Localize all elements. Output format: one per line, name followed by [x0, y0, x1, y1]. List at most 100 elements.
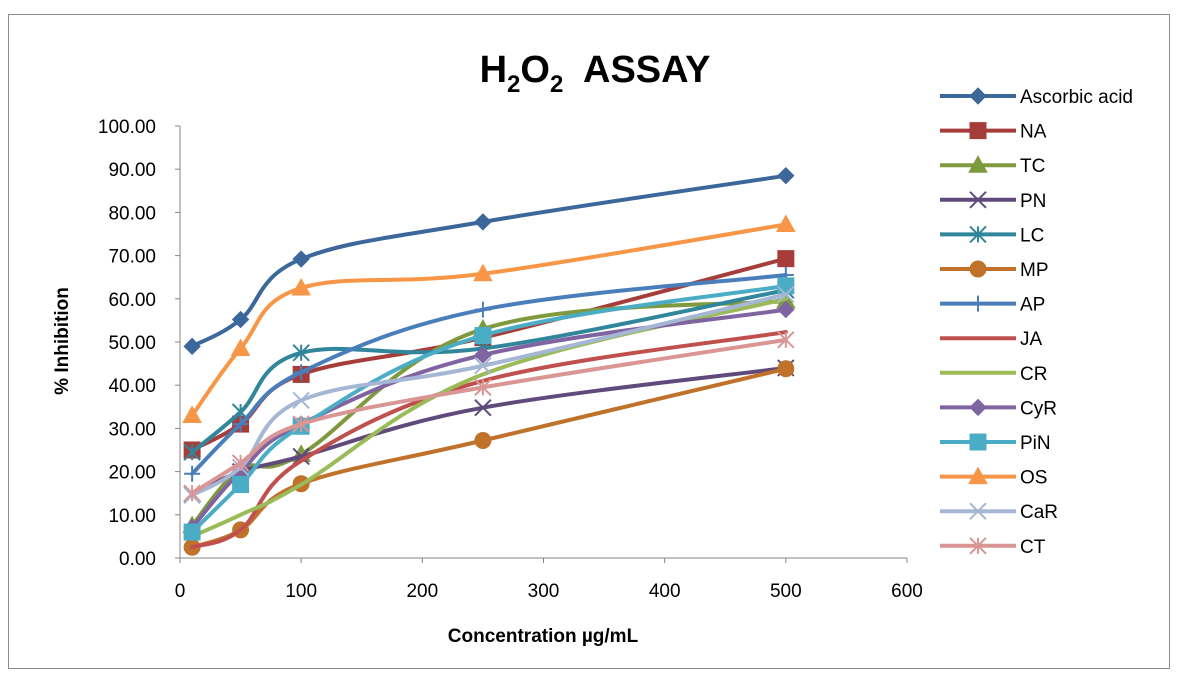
legend-label: JA	[1020, 329, 1043, 350]
y-tick-label: 30.00	[108, 419, 156, 440]
data-point	[474, 301, 491, 318]
legend-item: CR	[940, 364, 1047, 385]
legend-label: CR	[1020, 364, 1047, 385]
legend-marker	[969, 398, 987, 417]
legend-marker	[969, 87, 987, 105]
series-ap	[184, 267, 794, 482]
legend-marker	[969, 122, 987, 140]
legend-item: CaR	[940, 502, 1058, 523]
data-point	[232, 416, 249, 433]
data-point	[183, 337, 201, 356]
data-point	[183, 484, 201, 502]
legend-label: PN	[1020, 191, 1046, 212]
data-point	[777, 166, 795, 185]
x-tick-label: 500	[770, 581, 802, 602]
legend-marker	[968, 155, 988, 173]
legend-item: CyR	[940, 398, 1057, 419]
title-sub-2: 2	[550, 71, 563, 98]
data-point	[777, 300, 795, 319]
data-point	[473, 263, 493, 282]
y-tick-label: 40.00	[108, 376, 156, 397]
legend-marker	[969, 260, 987, 278]
data-point	[777, 285, 795, 304]
series-os	[182, 214, 796, 423]
data-point	[292, 344, 310, 362]
x-tick-label: 0	[175, 581, 186, 602]
data-point	[230, 338, 251, 356]
legend-marker	[969, 537, 987, 555]
legend-label: MP	[1020, 260, 1049, 281]
legend-item: PiN	[940, 433, 1051, 454]
legend: Ascorbic acid NA TC PN LC MP AP JA CR CyR PiN OS CaR…	[940, 87, 1133, 558]
y-tick-label: 50.00	[108, 333, 156, 354]
legend-item: JA	[940, 329, 1043, 350]
legend-label: CT	[1020, 537, 1046, 558]
y-tick-label: 80.00	[108, 203, 156, 224]
x-tick-label: 100	[285, 581, 317, 602]
y-tick-label: 100.00	[98, 117, 156, 138]
legend-label: CyR	[1020, 398, 1057, 419]
title-sub-1: 2	[507, 71, 520, 98]
x-tick-label: 300	[528, 581, 560, 602]
legend-marker	[968, 466, 988, 485]
legend-label: NA	[1020, 122, 1047, 143]
data-point	[474, 213, 492, 231]
legend-label: PiN	[1020, 433, 1051, 454]
data-point	[293, 364, 310, 381]
x-tick-label: 200	[406, 581, 438, 602]
data-point	[292, 391, 310, 410]
series-line	[190, 366, 788, 550]
legend-item: TC	[940, 155, 1045, 177]
series-line	[190, 273, 788, 476]
data-point	[474, 431, 492, 449]
y-tick-label: 90.00	[108, 160, 156, 181]
data-point	[183, 443, 201, 461]
y-tick-label: 60.00	[108, 290, 156, 311]
legend-label: TC	[1020, 156, 1045, 177]
y-tick-label: 70.00	[108, 247, 156, 268]
data-point	[777, 250, 795, 268]
data-point	[474, 357, 492, 375]
data-point	[474, 346, 492, 364]
data-point	[474, 378, 492, 397]
title-h: H	[480, 49, 507, 91]
series-ascorbic-acid	[183, 166, 795, 356]
series-mp	[183, 360, 795, 556]
series-pin	[183, 277, 795, 541]
y-tick-label: 0.00	[119, 549, 156, 570]
legend-label: OS	[1020, 468, 1047, 489]
data-point	[292, 447, 310, 466]
x-tick-label: 600	[891, 581, 923, 602]
legend-item: MP	[940, 260, 1049, 281]
y-axis-label: % Inhibition	[52, 287, 73, 395]
title-o: O	[520, 49, 550, 91]
data-point	[775, 214, 796, 232]
data-point	[183, 523, 201, 541]
legend-item: Ascorbic acid	[940, 87, 1133, 108]
legend-marker	[969, 502, 987, 520]
legend-marker	[969, 225, 987, 244]
data-point	[474, 398, 492, 417]
legend-marker	[970, 295, 986, 312]
data-point	[292, 415, 310, 433]
axes: 0.00 10.00 20.00 30.00 40.00 50.00 60.00 70.00 8…	[98, 117, 923, 602]
data-point	[182, 405, 202, 423]
data-point	[777, 360, 795, 378]
series-ct	[183, 331, 795, 502]
legend-label: Ascorbic acid	[1020, 87, 1133, 108]
legend-item: OS	[940, 466, 1047, 489]
data-point	[777, 331, 795, 349]
legend-item: PN	[940, 191, 1046, 212]
legend-marker	[969, 191, 987, 209]
x-tick-label: 400	[649, 581, 681, 602]
title-assay: ASSAY	[563, 49, 710, 91]
series-ja	[190, 330, 788, 550]
y-tick-label: 10.00	[108, 506, 156, 527]
data-point	[291, 277, 312, 296]
data-point	[231, 454, 250, 472]
legend-item: CT	[940, 537, 1046, 558]
legend-label: AP	[1020, 295, 1045, 316]
legend-item: AP	[940, 295, 1045, 316]
data-point	[474, 327, 492, 345]
